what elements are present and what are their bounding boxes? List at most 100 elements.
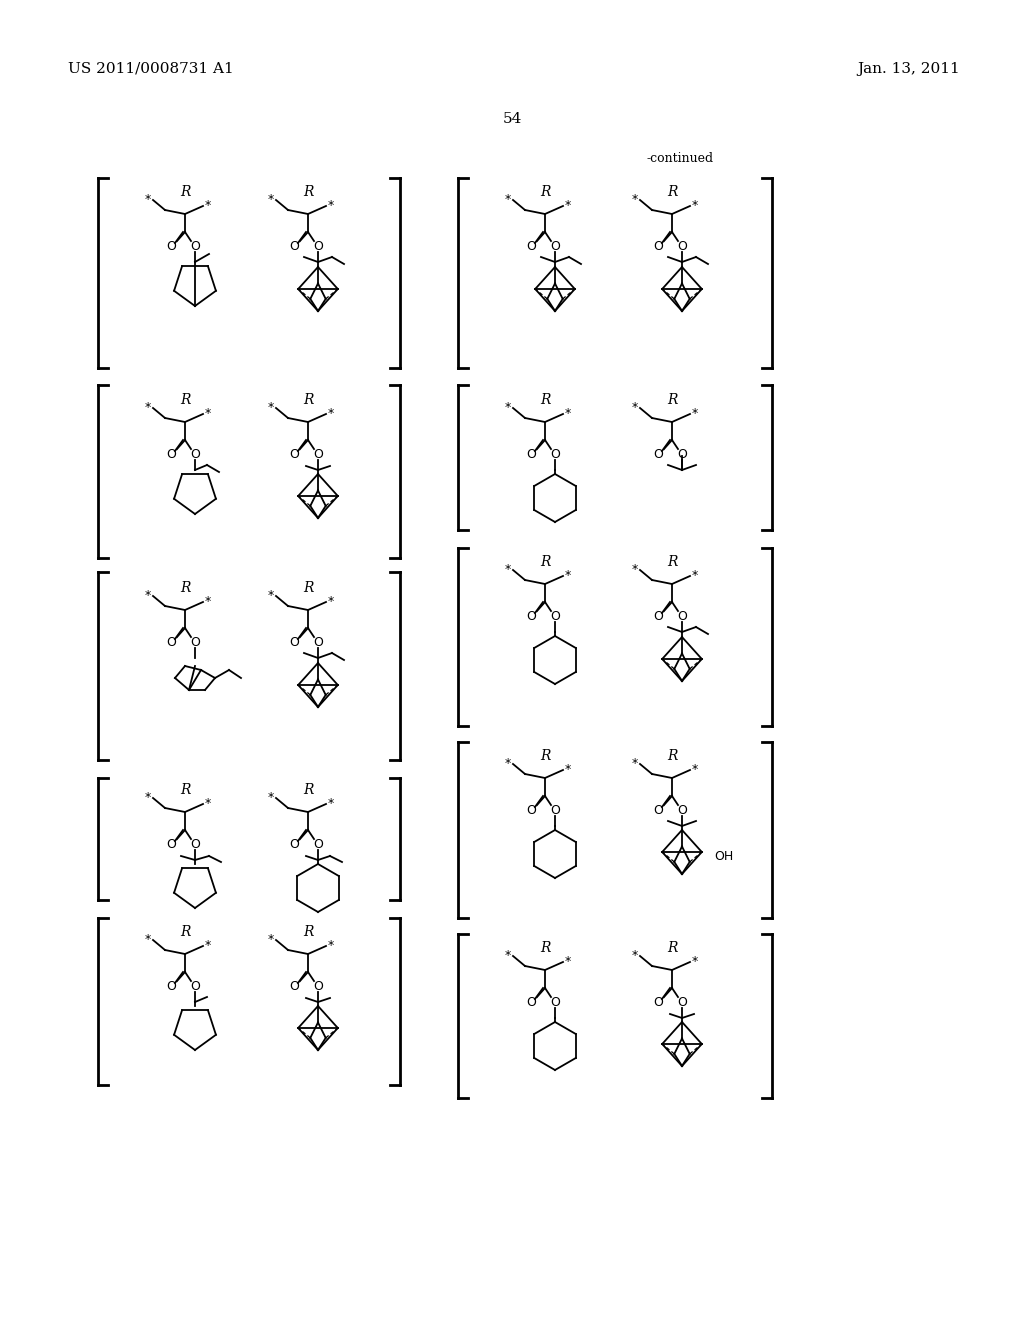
Text: O: O [550,610,560,623]
Text: *: * [632,401,638,414]
Text: R: R [180,393,190,407]
Text: *: * [692,956,698,969]
Text: R: R [303,581,313,595]
Text: O: O [289,979,299,993]
Text: O: O [190,979,200,993]
Text: R: R [667,748,677,763]
Text: O: O [313,837,323,850]
Text: O: O [289,239,299,252]
Text: O: O [653,804,663,817]
Text: -continued: -continued [646,152,714,165]
Text: *: * [505,564,511,577]
Text: R: R [180,925,190,939]
Text: *: * [205,797,211,810]
Text: O: O [653,995,663,1008]
Text: *: * [565,956,571,969]
Text: O: O [550,239,560,252]
Text: *: * [565,569,571,582]
Text: OH: OH [714,850,733,863]
Text: *: * [565,763,571,776]
Text: R: R [667,185,677,199]
Text: O: O [526,804,536,817]
Text: R: R [180,783,190,797]
Text: O: O [289,635,299,648]
Text: R: R [667,941,677,954]
Text: R: R [540,554,550,569]
Text: O: O [550,995,560,1008]
Text: O: O [677,239,687,252]
Text: O: O [289,837,299,850]
Text: *: * [268,401,274,414]
Text: R: R [540,748,550,763]
Text: O: O [166,447,176,461]
Text: *: * [505,758,511,771]
Text: 54: 54 [503,112,521,125]
Text: *: * [144,401,152,414]
Text: *: * [144,792,152,804]
Text: *: * [632,949,638,962]
Text: *: * [205,408,211,421]
Text: O: O [166,239,176,252]
Text: *: * [692,408,698,421]
Text: O: O [166,979,176,993]
Text: *: * [692,569,698,582]
Text: *: * [144,194,152,206]
Text: O: O [677,804,687,817]
Text: *: * [205,199,211,213]
Text: O: O [166,635,176,648]
Text: *: * [144,933,152,946]
Text: *: * [328,408,334,421]
Text: O: O [677,447,687,461]
Text: *: * [205,595,211,609]
Text: O: O [550,447,560,461]
Text: R: R [303,393,313,407]
Text: O: O [653,239,663,252]
Text: R: R [667,554,677,569]
Text: *: * [268,590,274,602]
Text: R: R [303,925,313,939]
Text: *: * [692,763,698,776]
Text: R: R [180,185,190,199]
Text: R: R [303,185,313,199]
Text: O: O [313,239,323,252]
Text: O: O [313,979,323,993]
Text: *: * [692,199,698,213]
Text: O: O [289,447,299,461]
Text: R: R [540,941,550,954]
Text: O: O [526,239,536,252]
Text: *: * [565,408,571,421]
Text: O: O [166,837,176,850]
Text: *: * [505,401,511,414]
Text: R: R [667,393,677,407]
Text: *: * [328,797,334,810]
Text: *: * [328,199,334,213]
Text: *: * [632,194,638,206]
Text: *: * [268,933,274,946]
Text: O: O [190,447,200,461]
Text: US 2011/0008731 A1: US 2011/0008731 A1 [68,62,233,77]
Text: O: O [526,995,536,1008]
Text: O: O [677,610,687,623]
Text: *: * [565,199,571,213]
Text: *: * [505,194,511,206]
Text: R: R [303,783,313,797]
Text: O: O [313,447,323,461]
Text: O: O [190,239,200,252]
Text: O: O [550,804,560,817]
Text: O: O [526,447,536,461]
Text: Jan. 13, 2011: Jan. 13, 2011 [857,62,961,77]
Text: R: R [540,393,550,407]
Text: *: * [328,595,334,609]
Text: *: * [328,940,334,953]
Text: O: O [313,635,323,648]
Text: R: R [180,581,190,595]
Text: O: O [653,610,663,623]
Text: *: * [205,940,211,953]
Text: O: O [653,447,663,461]
Text: *: * [505,949,511,962]
Text: O: O [190,635,200,648]
Text: *: * [268,194,274,206]
Text: *: * [632,564,638,577]
Text: O: O [190,837,200,850]
Text: *: * [268,792,274,804]
